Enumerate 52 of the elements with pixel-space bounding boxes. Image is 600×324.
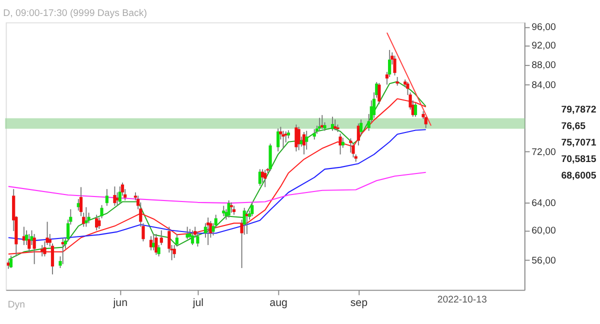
candlestick: [378, 82, 381, 105]
candlestick: [9, 255, 13, 269]
candlestick: [250, 202, 254, 217]
candlestick: [32, 233, 36, 265]
text: 75,7071: [561, 137, 597, 148]
text: 79,7872: [561, 104, 596, 116]
candlestick: [414, 102, 418, 118]
x-tick-label: sep: [350, 296, 368, 309]
y-tick-label: 84,00: [532, 80, 557, 92]
y-tick-label: 56,00: [532, 256, 557, 267]
x-tick-label: jun: [112, 296, 128, 309]
y-tick-label: 88,00: [532, 60, 557, 71]
candlestick: [230, 202, 233, 214]
candlestick: [276, 128, 280, 152]
x-tick-label: jul: [192, 296, 204, 309]
text: 70,5815: [561, 154, 597, 165]
y-tick-label: 92,00: [532, 40, 557, 52]
candlestick: [305, 130, 308, 150]
text: Dyn: [8, 299, 25, 310]
candlestick: [227, 200, 230, 218]
candlestick: [100, 204, 104, 219]
candlestick: [312, 128, 316, 140]
y-tick-label: 64,00: [532, 198, 557, 209]
candlestick: [222, 205, 226, 217]
candlestick: [264, 169, 267, 188]
candlestick: [98, 217, 101, 230]
text: 76,65: [561, 120, 586, 132]
candlestick: [113, 186, 116, 206]
candlestick: [338, 133, 342, 155]
y-tick-label: 60,00: [532, 226, 557, 237]
y-tick-label: 96,00: [532, 22, 557, 34]
candlestick: [268, 143, 272, 172]
y-tick-label: 72,00: [532, 146, 557, 158]
candlestick: [28, 233, 31, 254]
x-tick-label: aug: [270, 296, 288, 309]
candlestick: [160, 230, 163, 246]
candlestick: [258, 168, 262, 186]
candlestick: [105, 188, 108, 206]
candlestick: [154, 233, 158, 256]
text: 2022-10-13: [437, 294, 487, 306]
candlestick: [356, 122, 360, 146]
text: 68,6005: [561, 170, 597, 182]
candlestick: [118, 186, 122, 204]
candlestick: [349, 138, 352, 154]
candlestick: [282, 130, 285, 149]
candlestick: [294, 124, 298, 152]
candlestick: [297, 126, 300, 151]
chart-title: D, 09:00-17:30 (9999 Days Back): [3, 8, 147, 20]
candlestick: [43, 240, 46, 257]
candlestick: [196, 231, 200, 248]
candlestick: [190, 230, 194, 246]
candlestick: [393, 55, 396, 76]
